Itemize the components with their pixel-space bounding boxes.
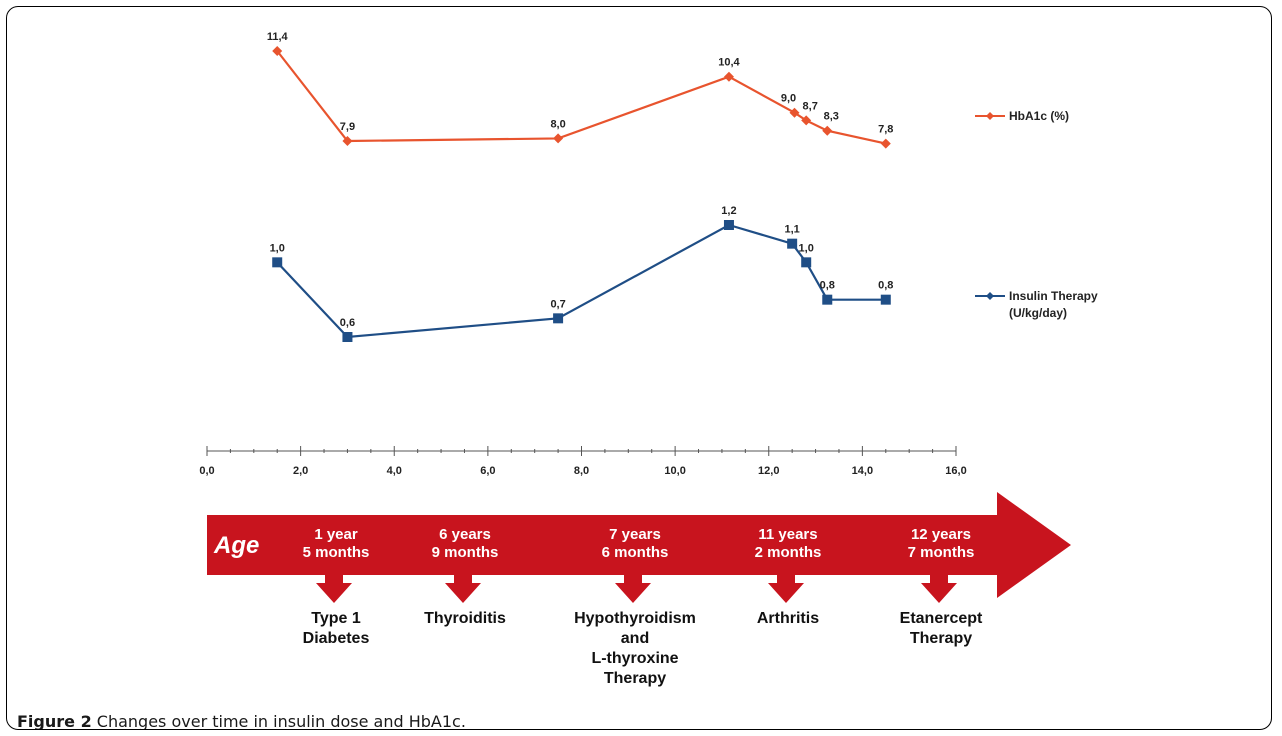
timeline-age: 6 months — [602, 544, 669, 561]
timeline-age: 6 years — [439, 526, 491, 543]
x-tick-label: 16,0 — [945, 465, 966, 477]
x-tick-label: 6,0 — [480, 465, 495, 477]
data-point — [342, 332, 353, 342]
data-point — [822, 125, 833, 136]
event-down-arrow — [921, 575, 957, 603]
chart: 11,4 7,9 8,0 10,4 9,0 8,7 8,3 7,8 HbA1c (%) 1,0 0,… — [199, 31, 1098, 687]
data-label: 8,3 — [824, 111, 839, 123]
figure-frame: 11,4 7,9 8,0 10,4 9,0 8,7 8,3 7,8 HbA1c (%) 1,0 0,… — [6, 6, 1272, 730]
event-down-arrow — [445, 575, 481, 603]
timeline-age: 1 year — [314, 526, 358, 543]
data-point — [789, 107, 800, 118]
data-label: 10,4 — [718, 57, 740, 69]
data-label: 7,9 — [340, 121, 355, 133]
data-point — [880, 294, 891, 305]
data-point — [272, 257, 283, 268]
timeline-event: Therapy — [910, 630, 972, 647]
data-point — [272, 46, 283, 56]
event-down-arrow — [316, 575, 352, 603]
data-label: 9,0 — [781, 93, 796, 105]
data-point — [801, 115, 812, 126]
legend-label: (U/kg/day) — [1009, 306, 1067, 320]
timeline-age: 12 years — [911, 526, 971, 543]
data-point — [553, 133, 564, 144]
data-label: 1,2 — [721, 205, 736, 217]
timeline-age: 11 years — [758, 526, 817, 543]
timeline-event: Arthritis — [757, 610, 819, 627]
event-down-arrow — [768, 575, 804, 603]
event-down-arrow — [615, 575, 651, 603]
data-point — [822, 294, 833, 305]
timeline-event: and — [621, 630, 649, 647]
series-line-insulin — [276, 223, 886, 339]
data-point — [880, 138, 891, 149]
timeline-event: Diabetes — [303, 630, 370, 647]
timeline-age: 9 months — [432, 544, 499, 561]
data-point — [723, 71, 734, 82]
figure-caption-text: Changes over time in insulin dose and Hb… — [96, 712, 466, 730]
legend-label: Insulin Therapy — [1009, 289, 1098, 303]
data-point — [553, 313, 564, 324]
timeline-event: Etanercept — [900, 610, 983, 627]
x-tick-label: 14,0 — [852, 465, 873, 477]
timeline-age: 7 months — [908, 544, 975, 561]
data-point — [342, 136, 353, 146]
timeline-age: 7 years — [609, 526, 661, 543]
legend-label: HbA1c (%) — [1009, 109, 1069, 123]
legend-marker — [986, 112, 994, 120]
data-label: 1,1 — [785, 224, 800, 236]
data-label: 0,7 — [550, 298, 565, 310]
data-label: 1,0 — [270, 242, 285, 254]
data-label: 0,8 — [820, 280, 835, 292]
data-label: 8,0 — [550, 118, 565, 130]
x-tick-label: 10,0 — [664, 465, 685, 477]
timeline-event: Type 1 — [311, 610, 361, 627]
data-label: 7,8 — [878, 124, 893, 136]
x-tick-label: 0,0 — [199, 465, 214, 477]
data-point — [801, 257, 812, 268]
figure-label: Figure 2 — [17, 712, 92, 730]
x-tick-label: 4,0 — [387, 465, 402, 477]
data-label: 0,8 — [878, 280, 893, 292]
figure-caption: Figure 2 Changes over time in insulin do… — [17, 712, 466, 730]
timeline-age: 2 months — [755, 544, 822, 561]
timeline-age: 5 months — [303, 544, 370, 561]
timeline-title: Age — [213, 532, 259, 559]
timeline-event: Therapy — [604, 670, 666, 687]
age-arrow — [207, 492, 1071, 598]
data-label: 0,6 — [340, 317, 355, 329]
series-line-hba1c — [276, 50, 887, 145]
data-label: 1,0 — [799, 242, 814, 254]
timeline-event: Thyroiditis — [424, 610, 506, 627]
x-tick-label: 8,0 — [574, 465, 589, 477]
x-tick-label: 12,0 — [758, 465, 779, 477]
x-tick-label: 2,0 — [293, 465, 308, 477]
data-label: 8,7 — [803, 100, 818, 112]
data-point — [723, 220, 734, 230]
legend-marker — [986, 292, 994, 300]
data-label: 11,4 — [267, 31, 289, 43]
timeline-event: Hypothyroidism — [574, 610, 696, 627]
timeline-event: L-thyroxine — [591, 650, 678, 667]
data-point — [787, 238, 798, 249]
